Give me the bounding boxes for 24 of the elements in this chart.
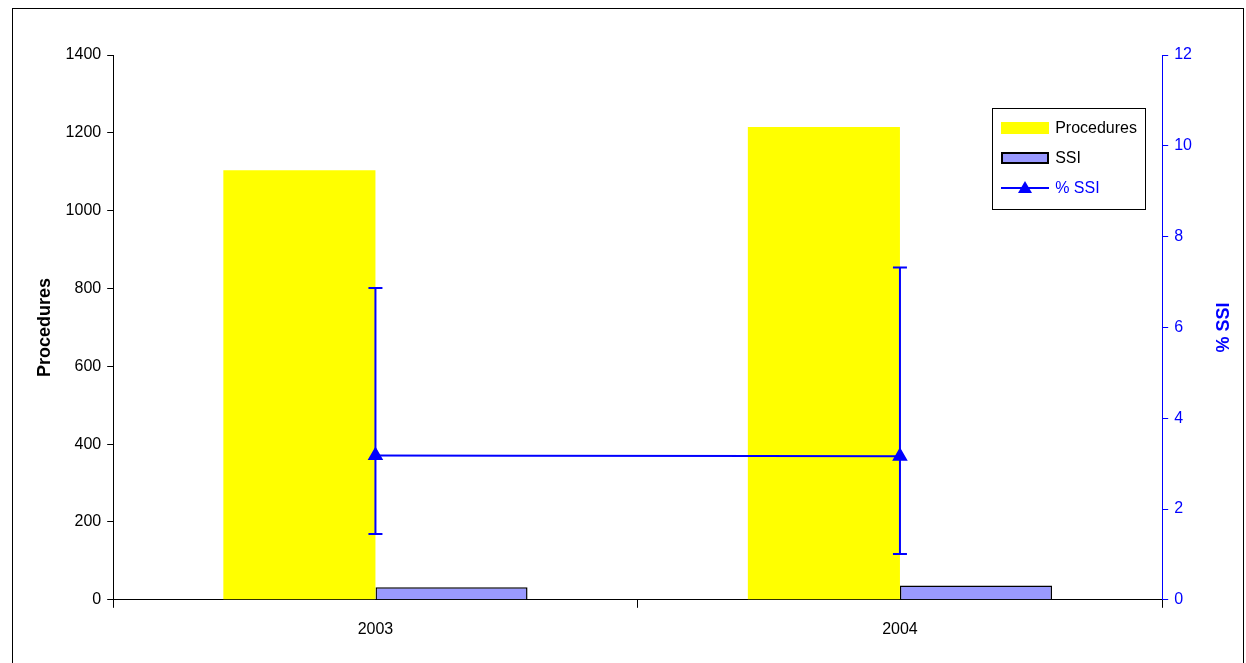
bar <box>747 126 900 600</box>
legend-label: % SSI <box>1055 179 1100 197</box>
legend-label: SSI <box>1055 149 1081 167</box>
y2-tick-label: 0 <box>1174 590 1184 608</box>
y2-tick-label: 2 <box>1174 499 1184 517</box>
y2-axis-title: % SSI <box>1212 302 1233 353</box>
y-tick-label: 600 <box>74 356 102 374</box>
y-tick-label: 200 <box>74 512 102 530</box>
y2-tick-label: 10 <box>1174 136 1193 154</box>
y2-tick-label: 4 <box>1174 408 1184 426</box>
x-tick-label: 2003 <box>357 619 394 637</box>
bar <box>223 170 376 600</box>
x-tick-label: 2004 <box>882 619 918 637</box>
y-tick-label: 400 <box>74 434 102 452</box>
y-tick-label: 1000 <box>65 201 102 219</box>
legend-label: Procedures <box>1055 119 1137 137</box>
y-axis-title: Procedures <box>33 277 54 377</box>
y2-tick-label: 6 <box>1174 317 1184 335</box>
y2-tick-label: 8 <box>1174 227 1184 245</box>
y-tick-label: 0 <box>92 590 102 608</box>
y-tick-label: 800 <box>74 278 102 296</box>
y-tick-label: 1200 <box>65 123 102 141</box>
y-tick-label: 1400 <box>65 45 102 63</box>
y2-tick-label: 12 <box>1174 45 1193 63</box>
